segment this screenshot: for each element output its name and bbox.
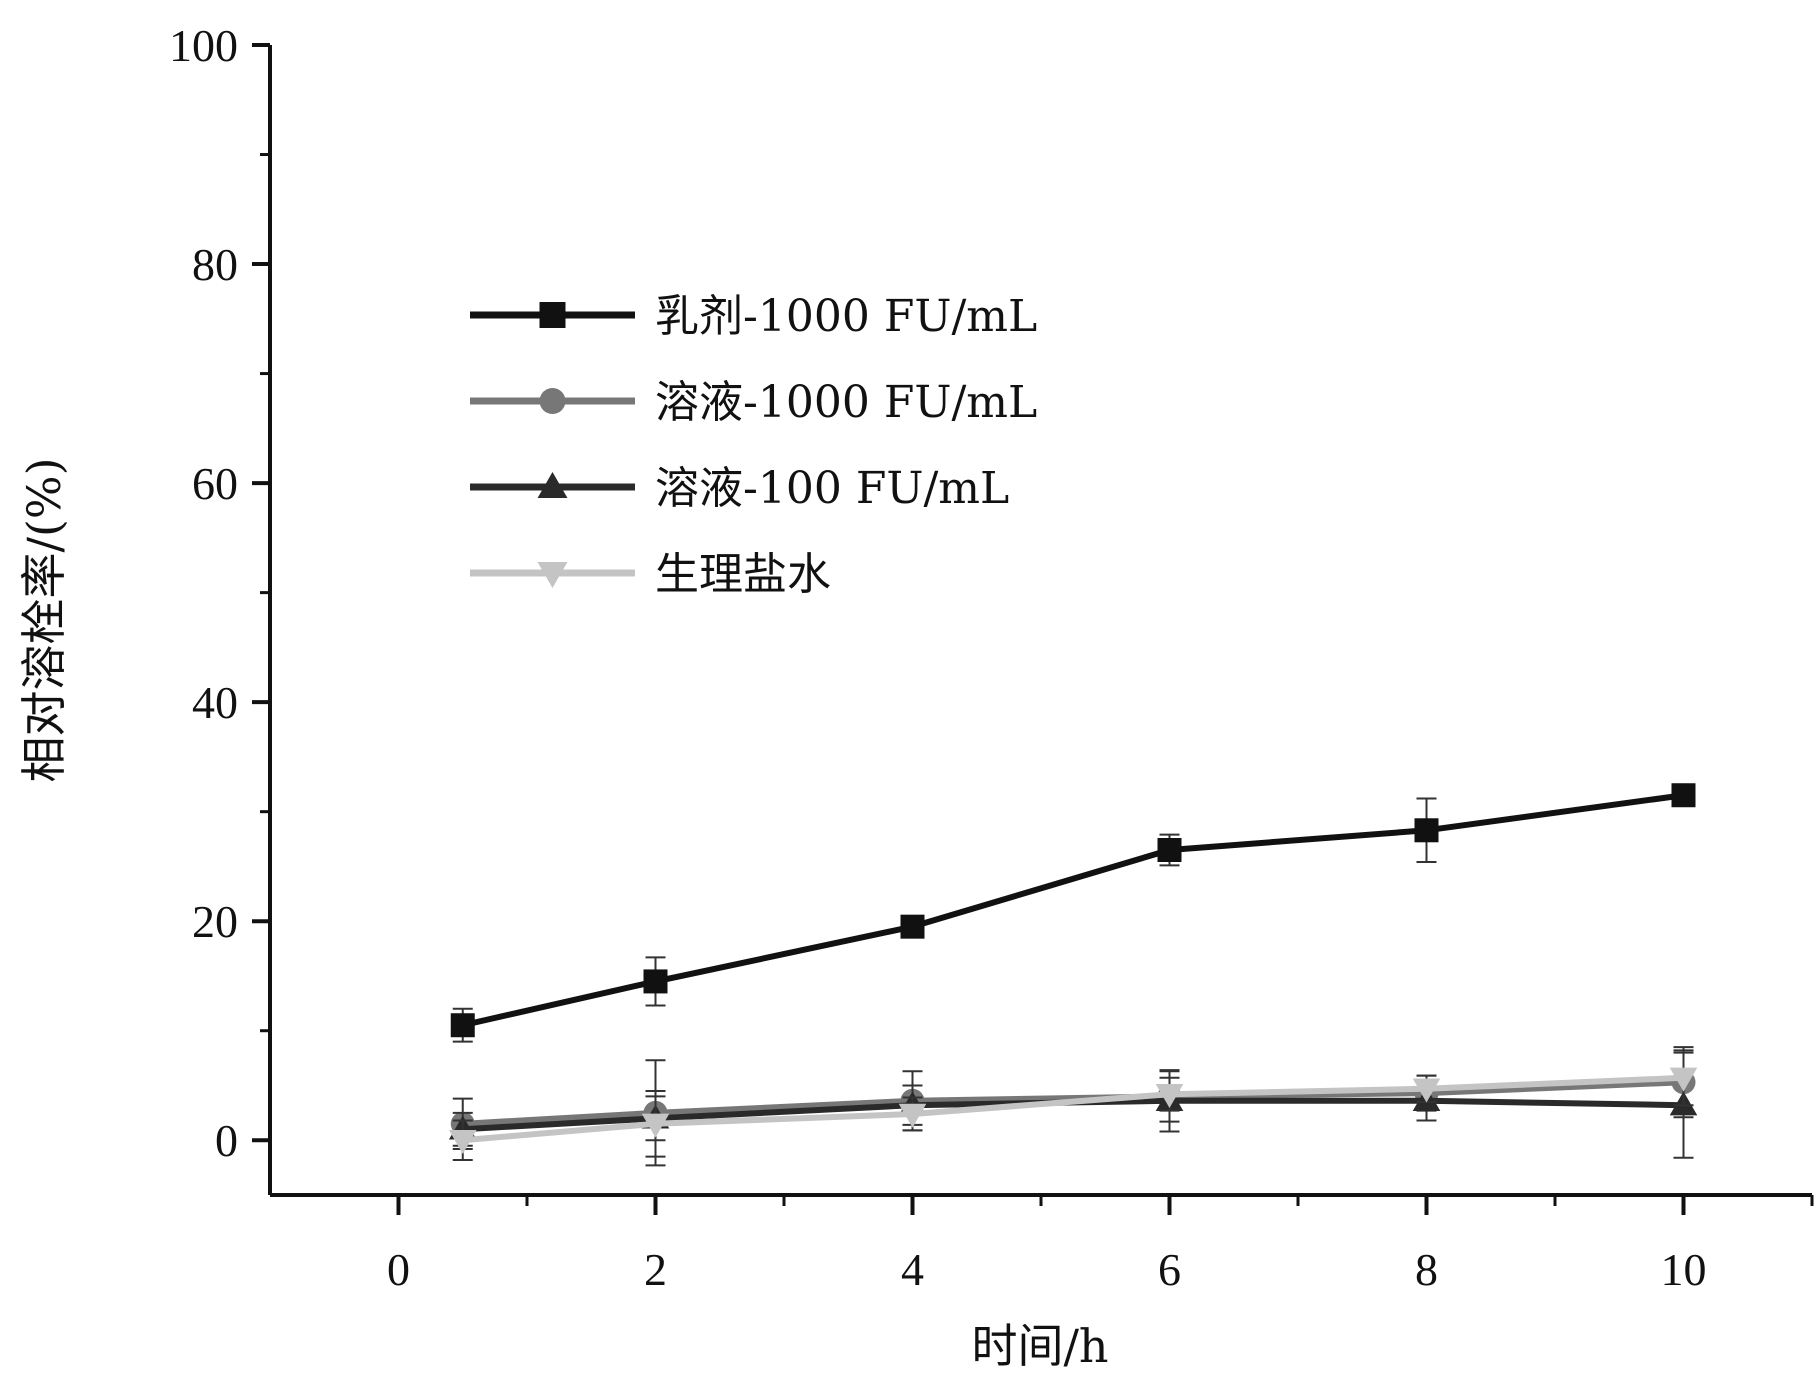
legend-marker	[539, 388, 566, 414]
legend: 乳剂-1000 FU/mL 溶液-1000 FU/mL 溶液-100 FU/mL 生理…	[470, 291, 1037, 600]
legend-item: 溶液-1000 FU/mL	[470, 377, 1037, 428]
data-point	[900, 914, 925, 939]
data-point	[1412, 1078, 1441, 1103]
data-point	[1669, 1067, 1698, 1092]
y-tick-label: 100	[169, 20, 238, 71]
y-tick-label: 80	[192, 239, 238, 290]
x-tick-label: 6	[1158, 1244, 1181, 1295]
ticks	[252, 43, 1814, 1215]
y-tick-label: 0	[215, 1115, 238, 1166]
legend-label: 溶液-100 FU/mL	[655, 463, 1009, 514]
y-tick-label: 60	[192, 458, 238, 509]
legend-marker	[537, 561, 568, 588]
x-tick-label: 8	[1415, 1244, 1438, 1295]
data-point	[643, 969, 668, 994]
axes	[268, 45, 1812, 1197]
legend-label: 生理盐水	[655, 549, 831, 600]
x-tick-label: 4	[901, 1244, 924, 1295]
x-axis-title: 时间/h	[971, 1319, 1108, 1373]
x-tick-label: 2	[644, 1244, 667, 1295]
data-point	[1155, 1084, 1184, 1109]
y-axis-title: 相对溶栓率/(%)	[17, 457, 71, 782]
data-point	[1157, 838, 1182, 862]
series-3	[448, 1049, 1698, 1161]
data-point	[450, 1013, 475, 1038]
data-point	[1414, 818, 1439, 843]
legend-marker	[537, 472, 568, 499]
legend-marker	[539, 302, 566, 328]
data-point	[448, 1130, 477, 1155]
data-point	[898, 1103, 927, 1128]
x-tick-label: 10	[1661, 1244, 1707, 1295]
series-0	[450, 783, 1696, 1043]
legend-item: 生理盐水	[470, 549, 831, 600]
series-line	[462, 1079, 1684, 1127]
legend-item: 溶液-100 FU/mL	[470, 463, 1009, 514]
series-line	[462, 792, 1684, 1029]
y-tick-label: 20	[192, 896, 238, 947]
plot-area	[448, 783, 1698, 1167]
series-line	[462, 1074, 1684, 1144]
data-point	[1671, 783, 1696, 808]
series-1	[450, 1046, 1696, 1167]
data-point	[641, 1113, 670, 1138]
x-tick-label: 0	[387, 1244, 410, 1295]
legend-label: 乳剂-1000 FU/mL	[655, 291, 1037, 342]
y-tick-label: 40	[192, 677, 238, 728]
legend-label: 溶液-1000 FU/mL	[655, 377, 1037, 428]
legend-item: 乳剂-1000 FU/mL	[470, 291, 1037, 342]
series-2	[448, 1051, 1698, 1159]
